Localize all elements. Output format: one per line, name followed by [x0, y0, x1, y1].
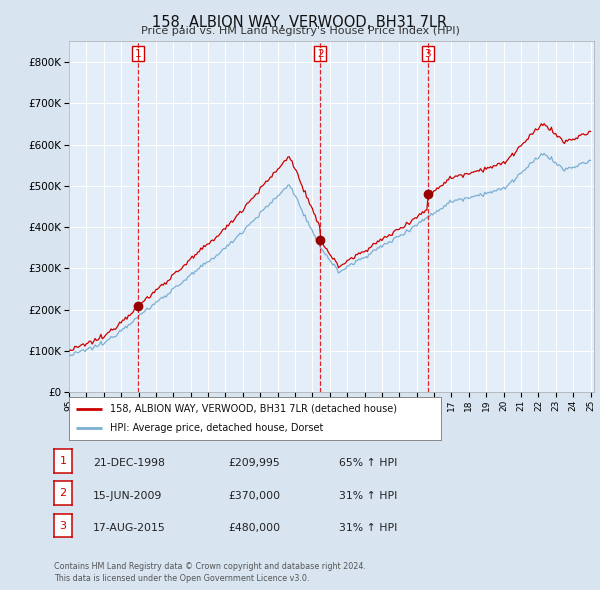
Text: 31% ↑ HPI: 31% ↑ HPI	[339, 491, 397, 500]
Text: 1: 1	[135, 49, 142, 58]
Text: HPI: Average price, detached house, Dorset: HPI: Average price, detached house, Dors…	[110, 423, 323, 433]
Text: 1: 1	[59, 456, 67, 466]
Text: 3: 3	[424, 49, 431, 58]
Text: 2: 2	[317, 49, 323, 58]
Text: 15-JUN-2009: 15-JUN-2009	[93, 491, 163, 500]
Text: £480,000: £480,000	[228, 523, 280, 533]
Text: 2: 2	[59, 489, 67, 498]
Text: 158, ALBION WAY, VERWOOD, BH31 7LR (detached house): 158, ALBION WAY, VERWOOD, BH31 7LR (deta…	[110, 404, 397, 414]
Text: 3: 3	[59, 521, 67, 530]
Text: 21-DEC-1998: 21-DEC-1998	[93, 458, 165, 468]
Text: £209,995: £209,995	[228, 458, 280, 468]
Text: £370,000: £370,000	[228, 491, 280, 500]
Text: 65% ↑ HPI: 65% ↑ HPI	[339, 458, 397, 468]
Text: 158, ALBION WAY, VERWOOD, BH31 7LR: 158, ALBION WAY, VERWOOD, BH31 7LR	[152, 15, 448, 30]
Text: 17-AUG-2015: 17-AUG-2015	[93, 523, 166, 533]
Text: 31% ↑ HPI: 31% ↑ HPI	[339, 523, 397, 533]
Text: Price paid vs. HM Land Registry's House Price Index (HPI): Price paid vs. HM Land Registry's House …	[140, 26, 460, 36]
Text: Contains HM Land Registry data © Crown copyright and database right 2024.
This d: Contains HM Land Registry data © Crown c…	[54, 562, 366, 583]
